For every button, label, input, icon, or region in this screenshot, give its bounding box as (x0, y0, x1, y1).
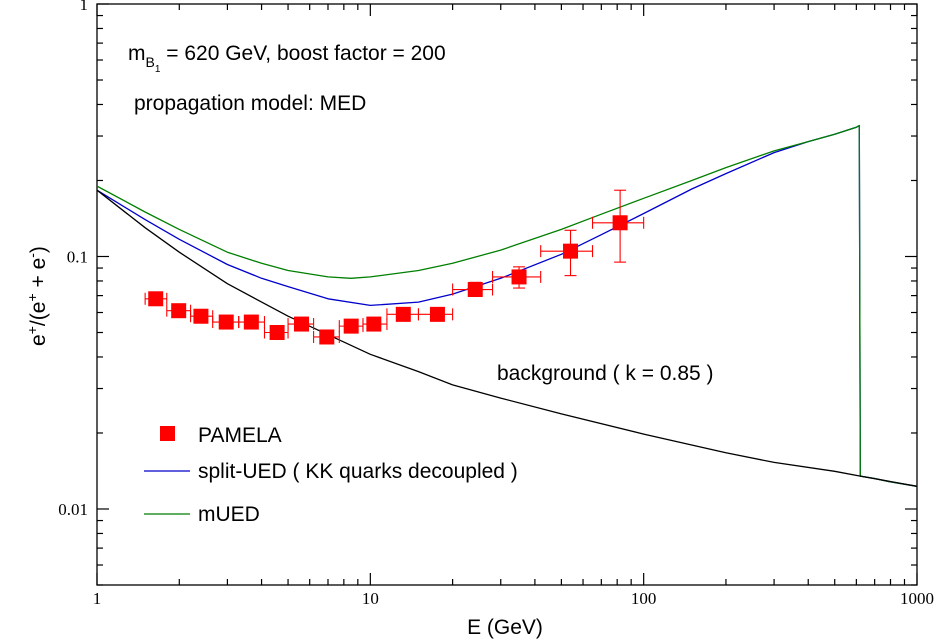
legend-label-mued: mUED (198, 503, 260, 526)
tick-labels: 1 10 100 1000 0.01 0.1 1 (58, 0, 934, 608)
pamela-marker (294, 316, 310, 332)
y-tick-label: 1 (80, 0, 89, 14)
pamela-marker (429, 306, 445, 322)
y-tick-label: 0.1 (67, 247, 88, 266)
pamela-marker (171, 303, 187, 319)
annotation-background: background ( k = 0.85 ) (497, 362, 714, 385)
x-tick-label: 1 (93, 589, 102, 608)
y-axis-title: e+/(e+ + e-) (24, 246, 50, 346)
series-line-background (97, 189, 917, 487)
legend: PAMELA split-UED ( KK quarks decoupled )… (144, 424, 518, 526)
pamela-marker (218, 314, 234, 330)
x-axis-title: E (GeV) (467, 616, 543, 639)
pamela-marker (467, 282, 483, 298)
plot-frame (96, 3, 918, 586)
pamela-marker (366, 316, 382, 332)
pamela-marker (148, 291, 164, 307)
x-tick-label: 1000 (900, 589, 934, 608)
legend-label-split-ued: split-UED ( KK quarks decoupled ) (198, 460, 518, 483)
annotation-propagation-model: propagation model: MED (134, 92, 366, 115)
pamela-marker (269, 325, 285, 341)
pamela-marker (319, 329, 335, 345)
x-tick-label: 100 (631, 589, 657, 608)
y-tick-label: 0.01 (58, 500, 88, 519)
series-lines (97, 124, 917, 487)
pamela-marker (563, 243, 579, 259)
pamela-marker (193, 308, 209, 324)
pamela-marker (511, 269, 527, 285)
pamela-marker (243, 314, 259, 330)
pamela-marker (395, 306, 411, 322)
annotation-mass-boost: mB1 = 620 GeV, boost factor = 200 (128, 42, 446, 75)
legend-label-pamela: PAMELA (198, 424, 282, 447)
pamela-marker (343, 318, 359, 334)
pamela-marker (612, 215, 628, 231)
x-tick-label: 10 (362, 589, 379, 608)
axis-ticks (96, 3, 918, 586)
series-line-mued (97, 124, 917, 487)
legend-marker-pamela (160, 426, 175, 441)
pamela-markers (148, 215, 628, 345)
